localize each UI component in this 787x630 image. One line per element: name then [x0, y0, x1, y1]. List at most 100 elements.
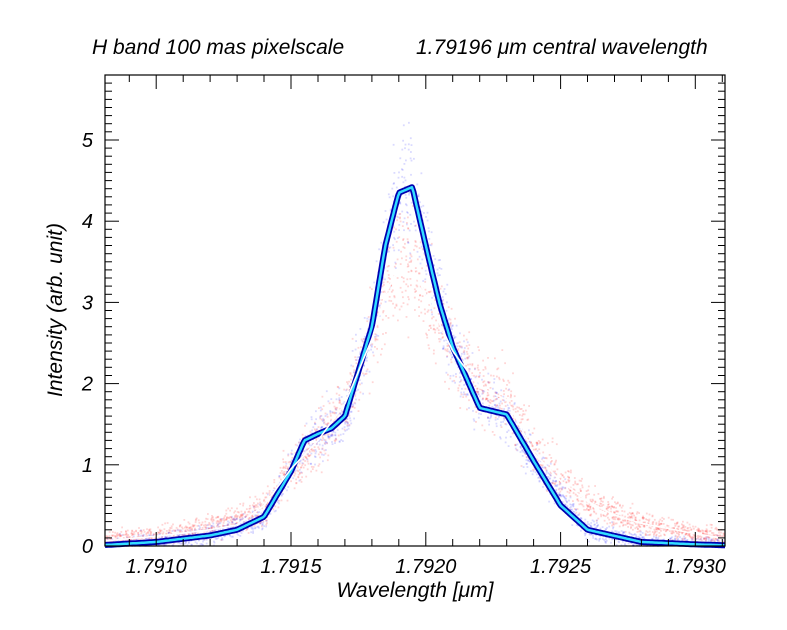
scatter-point — [520, 430, 523, 433]
scatter-point — [541, 464, 544, 467]
scatter-point — [312, 466, 315, 468]
scatter-point — [684, 538, 686, 540]
scatter-point — [219, 522, 222, 525]
scatter-point — [451, 380, 454, 383]
scatter-point — [658, 524, 661, 526]
scatter-point — [477, 393, 480, 396]
scatter-point — [517, 427, 520, 430]
scatter-point — [674, 522, 676, 525]
scatter-point — [526, 456, 528, 459]
scatter-point — [189, 533, 192, 536]
scatter-point — [294, 469, 297, 472]
scatter-point — [394, 238, 396, 241]
scatter-point — [422, 320, 425, 322]
scatter-point — [342, 411, 344, 413]
scatter-point — [308, 454, 310, 457]
scatter-point — [520, 447, 522, 449]
scatter-point — [334, 406, 337, 409]
scatter-point — [111, 538, 114, 541]
scatter-point — [545, 469, 548, 472]
scatter-point — [289, 463, 292, 466]
scatter-point — [489, 416, 492, 419]
scatter-point — [461, 346, 463, 349]
scatter-point — [442, 347, 445, 349]
scatter-point — [210, 530, 212, 533]
scatter-point — [184, 530, 187, 533]
scatter-point — [608, 518, 611, 521]
scatter-point — [406, 222, 408, 224]
scatter-point — [618, 531, 621, 534]
scatter-point — [256, 514, 259, 517]
scatter-point — [611, 505, 613, 508]
scatter-point — [397, 237, 399, 239]
scatter-point — [493, 378, 496, 380]
scatter-point — [347, 422, 349, 425]
scatter-point — [607, 516, 609, 519]
scatter-point — [603, 497, 605, 500]
scatter-point — [612, 496, 614, 498]
scatter-point — [542, 486, 544, 488]
scatter-point — [607, 507, 610, 510]
scatter-point — [340, 403, 343, 406]
scatter-point — [500, 395, 502, 397]
scatter-point — [210, 527, 212, 529]
scatter-point — [378, 304, 381, 307]
scatter-point — [499, 407, 501, 409]
scatter-point — [319, 438, 322, 441]
scatter-point — [206, 524, 209, 526]
scatter-point — [519, 408, 522, 410]
scatter-point — [629, 523, 631, 526]
scatter-point — [376, 361, 379, 364]
scatter-point — [605, 507, 608, 510]
scatter-point — [457, 348, 460, 350]
scatter-point — [161, 536, 164, 539]
scatter-point — [142, 533, 145, 536]
scatter-point — [334, 407, 337, 410]
scatter-point — [476, 387, 479, 390]
scatter-point — [592, 535, 594, 537]
scatter-point — [401, 168, 403, 171]
scatter-point — [630, 527, 632, 530]
scatter-point — [621, 514, 624, 517]
scatter-point — [135, 538, 138, 540]
scatter-point — [606, 513, 608, 516]
scatter-point — [119, 534, 122, 537]
scatter-point — [119, 534, 122, 537]
scatter-point — [142, 535, 145, 538]
scatter-point — [596, 522, 598, 524]
scatter-point — [316, 428, 318, 430]
scatter-point — [164, 522, 166, 525]
scatter-point — [229, 526, 232, 528]
scatter-point — [494, 403, 497, 406]
scatter-point — [112, 531, 114, 533]
scatter-point — [496, 418, 499, 420]
scatter-point — [597, 517, 600, 520]
scatter-point — [251, 515, 254, 518]
scatter-point — [454, 381, 456, 384]
scatter-point — [172, 535, 175, 537]
scatter-point — [428, 230, 430, 233]
scatter-point — [343, 426, 346, 428]
scatter-point — [635, 535, 638, 538]
scatter-point — [125, 531, 127, 533]
scatter-point — [158, 531, 161, 534]
scatter-point — [487, 399, 489, 402]
scatter-point — [403, 163, 406, 165]
scatter-point — [527, 459, 530, 461]
scatter-point — [307, 455, 310, 457]
scatter-point — [613, 511, 616, 514]
scatter-point — [393, 172, 396, 174]
scatter-point — [499, 437, 502, 440]
scatter-point — [118, 533, 121, 536]
scatter-point — [382, 310, 385, 312]
scatter-point — [559, 481, 562, 484]
scatter-point — [416, 258, 419, 261]
scatter-point — [542, 456, 545, 459]
scatter-point — [116, 532, 119, 534]
scatter-point — [198, 521, 201, 524]
scatter-point — [247, 527, 250, 529]
scatter-point — [312, 449, 315, 451]
scatter-point — [393, 182, 395, 184]
scatter-point — [522, 410, 525, 412]
x-tick-label: 1.7930 — [665, 556, 726, 578]
